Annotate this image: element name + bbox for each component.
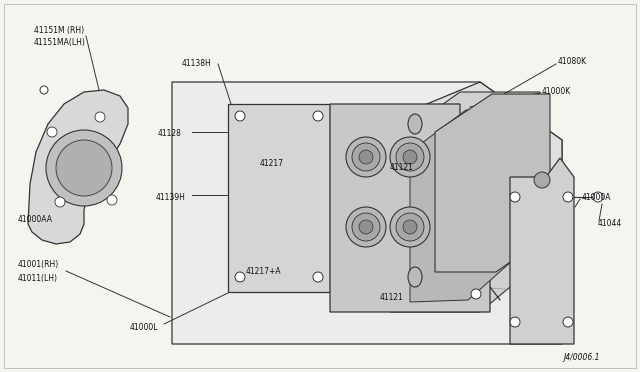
Circle shape: [313, 272, 323, 282]
Polygon shape: [410, 110, 520, 302]
Circle shape: [510, 317, 520, 327]
Circle shape: [359, 220, 373, 234]
Polygon shape: [228, 104, 330, 292]
Circle shape: [47, 127, 57, 137]
Text: 41000A: 41000A: [582, 192, 611, 202]
Circle shape: [396, 213, 424, 241]
Polygon shape: [390, 92, 540, 312]
Text: 41011(LH): 41011(LH): [18, 273, 58, 282]
Polygon shape: [330, 104, 490, 312]
Text: 41000K: 41000K: [542, 87, 572, 96]
Circle shape: [95, 112, 105, 122]
Circle shape: [56, 140, 112, 196]
Text: 41044: 41044: [598, 219, 622, 228]
Circle shape: [235, 272, 245, 282]
Text: 41151M (RH): 41151M (RH): [34, 26, 84, 35]
Circle shape: [359, 150, 373, 164]
Text: 41217: 41217: [260, 160, 284, 169]
Text: 41128: 41128: [158, 129, 182, 138]
Text: 41000L: 41000L: [130, 324, 159, 333]
Text: 41151MA(LH): 41151MA(LH): [34, 38, 86, 46]
Text: 41217+A: 41217+A: [246, 267, 282, 276]
Circle shape: [107, 195, 117, 205]
Text: 41080K: 41080K: [558, 58, 587, 67]
Text: 41121: 41121: [380, 292, 404, 301]
Circle shape: [563, 317, 573, 327]
Circle shape: [390, 137, 430, 177]
Circle shape: [352, 143, 380, 171]
Circle shape: [313, 111, 323, 121]
Text: 41121: 41121: [390, 163, 414, 171]
Ellipse shape: [408, 267, 422, 287]
Ellipse shape: [408, 114, 422, 134]
Text: 41000AA: 41000AA: [18, 215, 53, 224]
Polygon shape: [172, 82, 562, 344]
Text: 41001(RH): 41001(RH): [18, 260, 60, 269]
Circle shape: [403, 150, 417, 164]
Polygon shape: [28, 90, 128, 244]
Circle shape: [593, 192, 603, 202]
Polygon shape: [510, 158, 574, 344]
Circle shape: [235, 111, 245, 121]
Circle shape: [510, 192, 520, 202]
Circle shape: [352, 213, 380, 241]
Circle shape: [346, 137, 386, 177]
Text: 41138H: 41138H: [182, 60, 212, 68]
Text: 41139H: 41139H: [156, 192, 186, 202]
Circle shape: [534, 172, 550, 188]
Text: J4/0006.1: J4/0006.1: [563, 353, 600, 362]
Polygon shape: [340, 82, 562, 312]
Circle shape: [403, 220, 417, 234]
Circle shape: [46, 130, 122, 206]
Circle shape: [396, 143, 424, 171]
Circle shape: [471, 289, 481, 299]
Circle shape: [390, 207, 430, 247]
Circle shape: [55, 197, 65, 207]
Circle shape: [346, 207, 386, 247]
Circle shape: [563, 192, 573, 202]
Circle shape: [40, 86, 48, 94]
Polygon shape: [435, 94, 550, 272]
